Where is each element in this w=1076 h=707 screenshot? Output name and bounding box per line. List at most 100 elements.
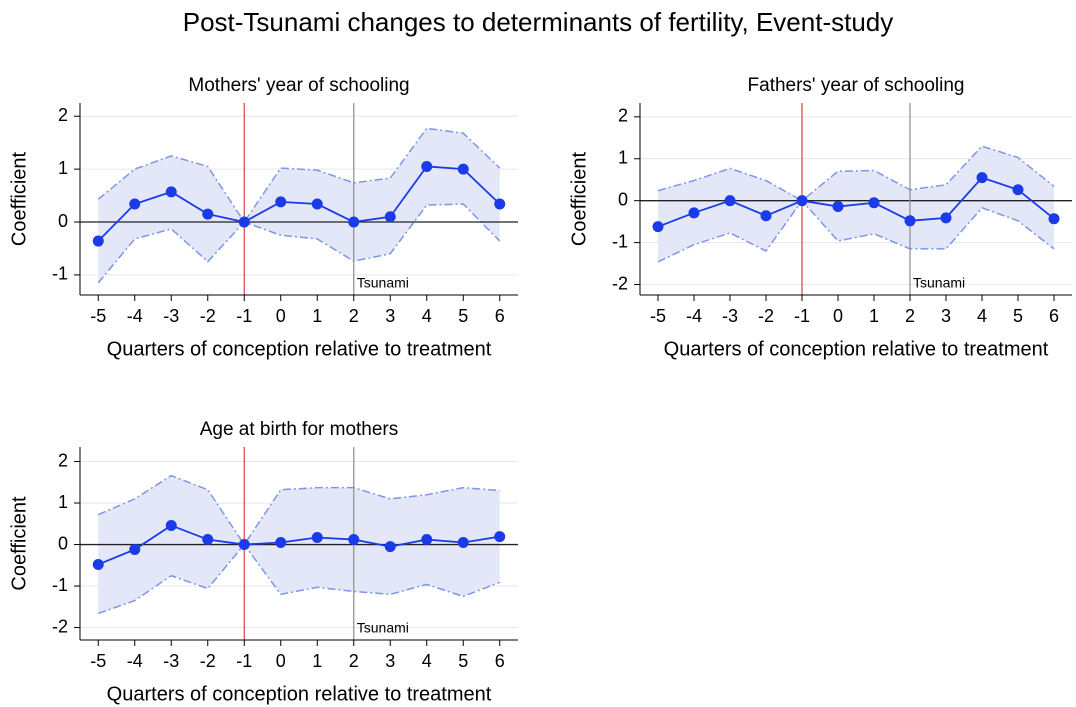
x-tick-label: 4 — [422, 651, 432, 671]
panel-title: Fathers' year of schooling — [748, 75, 965, 96]
x-tick-label: 3 — [385, 306, 395, 326]
x-tick-label: -1 — [236, 306, 252, 326]
ci-bound — [97, 203, 501, 284]
x-axis-label: Quarters of conception relative to treat… — [107, 683, 492, 705]
coef-point — [202, 534, 214, 546]
coef-point — [1048, 213, 1060, 225]
x-tick-label: -4 — [127, 651, 143, 671]
coef-point — [494, 531, 506, 543]
coef-point — [976, 172, 988, 184]
coef-point — [760, 210, 772, 222]
x-tick-label: 0 — [276, 306, 286, 326]
x-tick-label: 5 — [458, 651, 468, 671]
y-tick-label: -1 — [612, 231, 628, 251]
x-tick-label: -4 — [686, 306, 702, 326]
coef-point — [275, 536, 287, 548]
x-tick-label: 1 — [312, 306, 322, 326]
coef-point — [940, 212, 952, 224]
x-tick-label: 4 — [422, 306, 432, 326]
x-tick-label: 5 — [458, 306, 468, 326]
x-axis-label: Quarters of conception relative to treat… — [107, 338, 492, 360]
coef-point — [421, 160, 433, 172]
x-tick-label: 6 — [495, 651, 505, 671]
annotation: Tsunami — [913, 275, 965, 291]
coef-point — [384, 211, 396, 223]
coef-point — [165, 519, 177, 531]
coef-point — [904, 215, 916, 227]
coef-point — [457, 536, 469, 548]
coef-point — [688, 207, 700, 219]
y-tick-label: 1 — [58, 158, 68, 178]
x-tick-label: 1 — [869, 306, 879, 326]
x-tick-label: 5 — [1013, 306, 1023, 326]
coef-point — [348, 216, 360, 228]
coef-point — [275, 196, 287, 208]
y-tick-label: -1 — [52, 575, 68, 595]
x-tick-label: 2 — [905, 306, 915, 326]
y-tick-label: 1 — [58, 492, 68, 512]
coef-point — [92, 235, 104, 247]
coef-point — [868, 197, 880, 209]
x-tick-label: 0 — [833, 306, 843, 326]
coef-point — [724, 195, 736, 207]
coef-point — [311, 531, 323, 543]
x-tick-label: -1 — [236, 651, 252, 671]
x-tick-label: -5 — [650, 306, 666, 326]
x-tick-label: -2 — [200, 651, 216, 671]
y-tick-label: -2 — [52, 616, 68, 636]
x-tick-label: -3 — [163, 306, 179, 326]
coef-point — [202, 208, 214, 220]
panel-title: Mothers' year of schooling — [188, 75, 409, 96]
x-tick-label: 0 — [276, 651, 286, 671]
x-tick-label: -1 — [794, 306, 810, 326]
annotation: Tsunami — [357, 620, 409, 636]
y-tick-label: 0 — [58, 211, 68, 231]
x-tick-label: -4 — [127, 306, 143, 326]
y-tick-label: 2 — [618, 106, 628, 126]
y-tick-label: -1 — [52, 264, 68, 284]
panel-title: Age at birth for mothers — [200, 419, 399, 440]
x-tick-label: 6 — [1049, 306, 1059, 326]
annotation: Tsunami — [357, 275, 409, 291]
x-tick-label: -2 — [758, 306, 774, 326]
y-tick-label: 0 — [58, 533, 68, 553]
y-axis-label: Coefficient — [8, 496, 30, 591]
panel: Fathers' year of schooling -2 -1 0 1 2 Tsunami… — [568, 75, 1072, 360]
coef-point — [311, 198, 323, 210]
ci-bound — [98, 543, 501, 615]
x-tick-label: 4 — [977, 306, 987, 326]
coef-point — [165, 186, 177, 198]
coef-point — [129, 544, 141, 556]
ci-bound — [657, 199, 1055, 263]
x-tick-label: 3 — [385, 651, 395, 671]
ci-bound — [97, 474, 500, 546]
x-tick-label: 2 — [349, 306, 359, 326]
y-tick-label: 1 — [618, 148, 628, 168]
x-tick-label: -2 — [200, 306, 216, 326]
coef-point — [238, 539, 250, 551]
coef-point — [652, 221, 664, 233]
x-tick-label: 6 — [495, 306, 505, 326]
coef-point — [494, 198, 506, 210]
coef-point — [421, 534, 433, 546]
coef-point — [457, 163, 469, 175]
ci-area — [98, 128, 500, 283]
y-tick-label: 0 — [618, 189, 628, 209]
ci-bound — [657, 145, 1055, 202]
x-axis-label: Quarters of conception relative to treat… — [664, 338, 1049, 360]
y-axis-label: Coefficient — [8, 151, 30, 246]
coef-line — [657, 176, 1055, 228]
y-tick-label: -2 — [612, 273, 628, 293]
coef-point — [92, 558, 104, 570]
coef-point — [129, 198, 141, 210]
coef-point — [238, 216, 250, 228]
coef-line — [97, 524, 500, 566]
y-tick-label: 2 — [58, 105, 68, 125]
x-tick-label: 1 — [312, 651, 322, 671]
panel: Age at birth for mothers -2 -1 0 1 2 Tsunami -5… — [8, 419, 518, 705]
x-tick-label: 3 — [941, 306, 951, 326]
x-tick-label: -5 — [90, 651, 106, 671]
coef-line — [97, 165, 501, 242]
x-tick-label: -3 — [163, 651, 179, 671]
